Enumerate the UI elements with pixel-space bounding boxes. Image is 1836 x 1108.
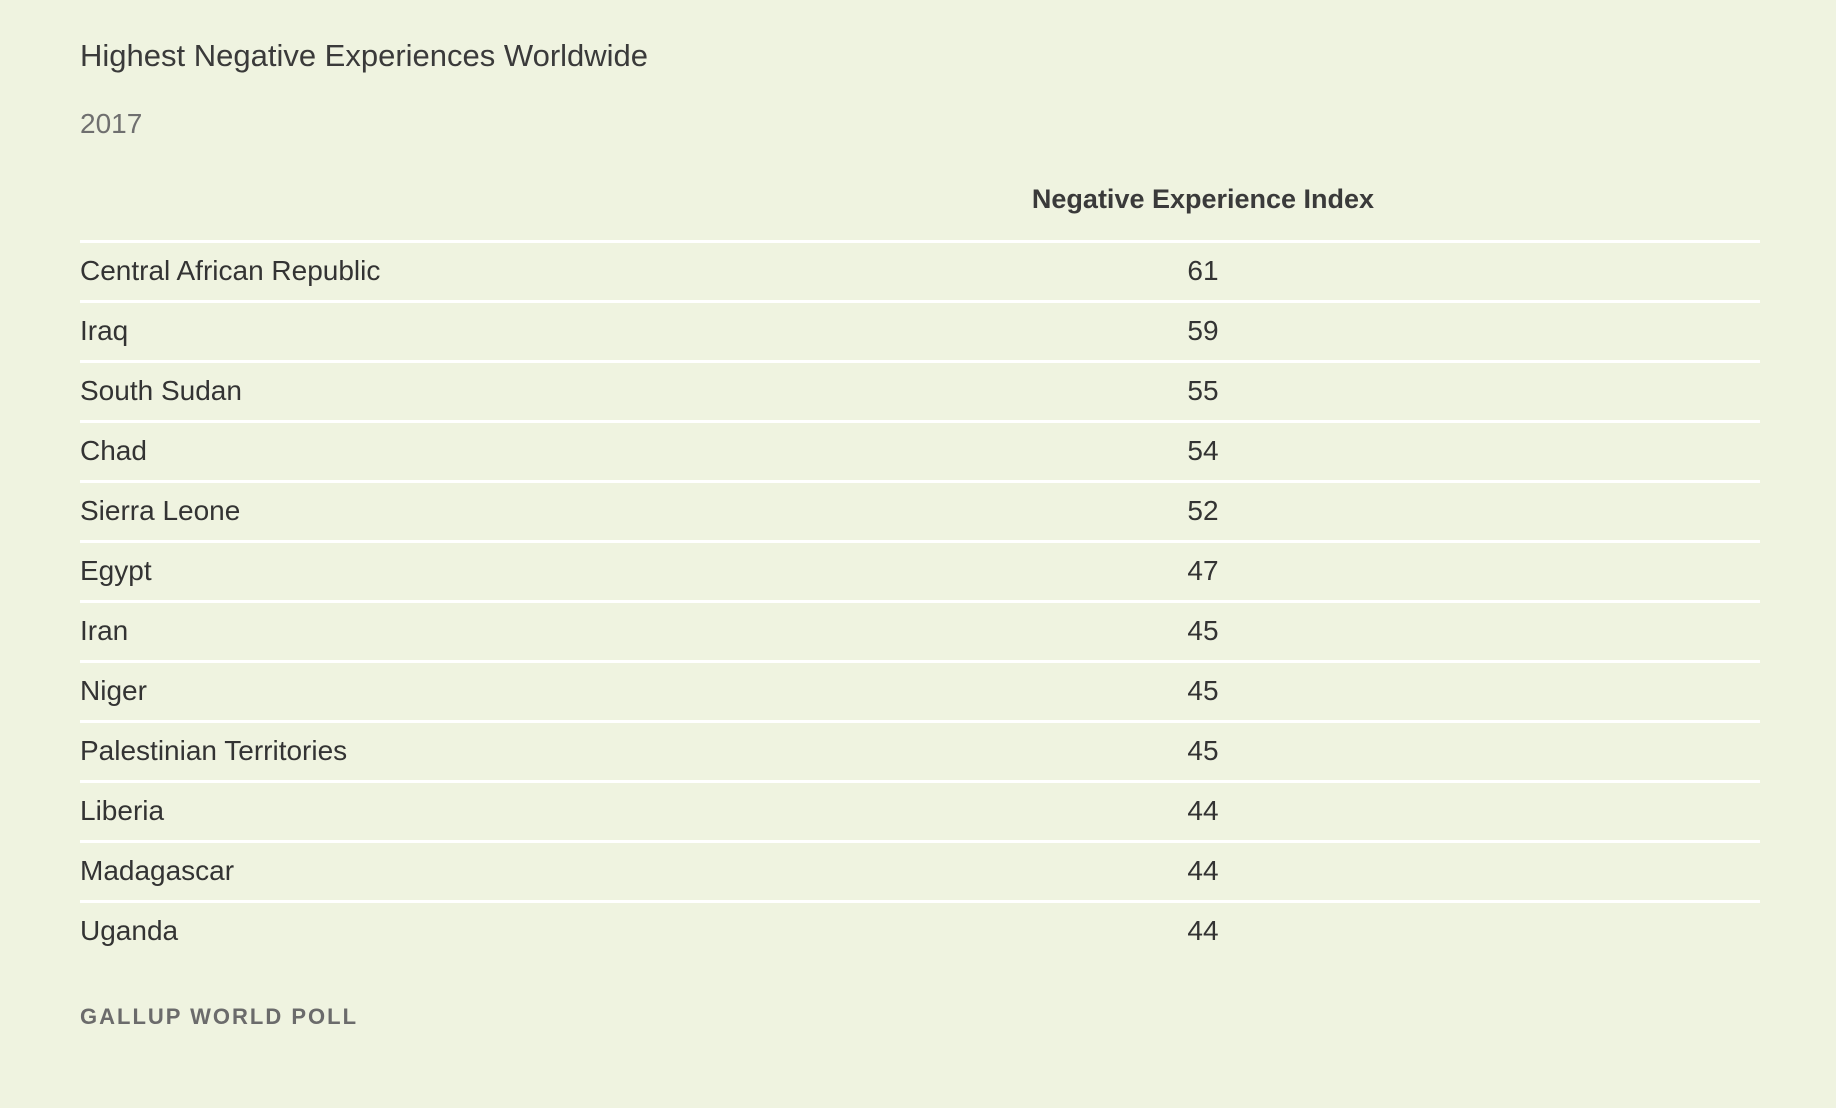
country-cell: Madagascar: [80, 855, 235, 886]
table-row: Central African Republic 61: [80, 240, 1760, 300]
index-value-cell: 61: [1187, 255, 1219, 286]
index-value-cell: 44: [1187, 795, 1219, 826]
index-value-cell: 55: [1187, 375, 1219, 406]
data-table: Central African Republic 61 Iraq 59 South Su…: [80, 240, 1760, 960]
table-row: Egypt 47: [80, 540, 1760, 600]
index-value-cell: 54: [1187, 435, 1219, 466]
table-row: Liberia 44: [80, 780, 1760, 840]
country-cell: Chad: [80, 435, 147, 466]
country-cell: Central African Republic: [80, 255, 381, 286]
table-row: Iraq 59: [80, 300, 1760, 360]
country-cell: Liberia: [80, 795, 165, 826]
table-row: Palestinian Territories 45: [80, 720, 1760, 780]
table-row: Chad 54: [80, 420, 1760, 480]
index-value-cell: 44: [1187, 855, 1219, 886]
index-value-cell: 44: [1187, 915, 1219, 946]
index-value-cell: 52: [1187, 495, 1219, 526]
table-row: Iran 45: [80, 600, 1760, 660]
index-value-cell: 45: [1187, 735, 1219, 766]
country-cell: Egypt: [80, 555, 152, 586]
chart-title: Highest Negative Experiences Worldwide: [80, 38, 649, 73]
country-cell: South Sudan: [80, 375, 242, 406]
country-cell: Niger: [80, 675, 147, 706]
source-label: GALLUP WORLD POLL: [80, 1004, 359, 1029]
table-row: South Sudan 55: [80, 360, 1760, 420]
table-row: Sierra Leone 52: [80, 480, 1760, 540]
table-row: Uganda 44: [80, 900, 1760, 960]
chart-subtitle: 2017: [80, 108, 143, 139]
index-value-cell: 45: [1187, 615, 1219, 646]
table-row: Madagascar 44: [80, 840, 1760, 900]
index-value-cell: 45: [1187, 675, 1219, 706]
column-header-index: Negative Experience Index: [1031, 184, 1375, 214]
index-value-cell: 59: [1187, 315, 1219, 346]
country-cell: Uganda: [80, 915, 179, 946]
country-cell: Iraq: [80, 315, 129, 346]
country-cell: Palestinian Territories: [80, 735, 348, 766]
country-cell: Iran: [80, 615, 129, 646]
country-cell: Sierra Leone: [80, 495, 241, 526]
table-row: Niger 45: [80, 660, 1760, 720]
index-value-cell: 47: [1187, 555, 1219, 586]
